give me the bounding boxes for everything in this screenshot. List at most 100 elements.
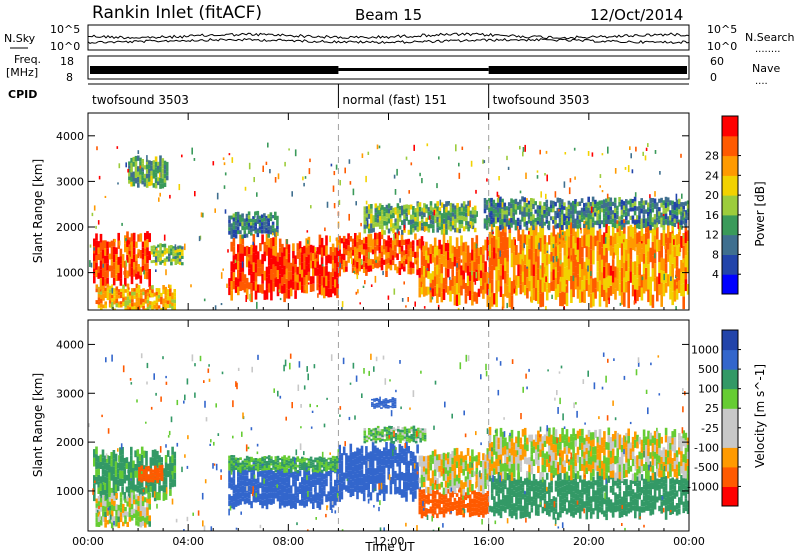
heatmap-cell [401,240,404,246]
heatmap-cell [133,233,136,240]
heatmap-cell [165,307,168,311]
heatmap-cell [126,247,129,255]
heatmap-speckle [642,152,644,156]
heatmap-cell [654,502,657,510]
heatmap-cell [334,470,337,473]
heatmap-speckle [471,161,473,167]
heatmap-speckle [551,295,553,299]
heatmap-cell [504,472,507,481]
heatmap-cell [239,230,242,234]
heatmap-cell [550,486,553,493]
heatmap-cell [563,206,566,210]
heatmap-cell [410,242,413,249]
heatmap-speckle [560,260,562,264]
heatmap-speckle [382,271,384,275]
heatmap-cell [383,474,386,483]
heatmap-cell [432,224,435,228]
heatmap-speckle [214,208,216,213]
heatmap-cell [508,225,511,230]
heatmap-cell [638,264,641,275]
heatmap-speckle [353,259,355,265]
heatmap-speckle [623,239,625,242]
heatmap-cell [365,446,368,453]
heatmap-speckle [476,272,478,278]
heatmap-speckle [121,223,123,226]
heatmap-speckle [389,247,391,250]
heatmap-cell [169,489,172,496]
heatmap-speckle [458,308,460,315]
velocity-heatmap [88,320,690,536]
heatmap-cell [428,228,431,232]
heatmap-speckle [394,289,396,295]
heatmap-cell [592,222,595,227]
heatmap-cell [173,303,176,307]
heatmap-speckle [302,177,304,181]
heatmap-cell [142,248,145,254]
heatmap-speckle [422,248,424,252]
heatmap-cell [546,200,549,204]
heatmap-cell [164,244,167,248]
heatmap-cell [364,229,367,234]
heatmap-cell [297,470,300,473]
heatmap-speckle [331,164,333,167]
heatmap-speckle [417,203,419,209]
heatmap-cell [237,465,240,467]
heatmap-cell [140,289,143,292]
date-label: 12/Oct/2014 [590,6,683,24]
heatmap-cell [276,226,279,229]
heatmap-speckle [191,148,193,155]
heatmap-cell [563,221,566,225]
heatmap-cell [310,457,313,459]
heatmap-speckle [682,260,684,263]
heatmap-cell [474,206,477,210]
heatmap-cell [370,492,373,500]
heatmap-cell [118,522,121,528]
heatmap-cell [130,447,133,456]
heatmap-speckle [194,158,196,161]
heatmap-cell [517,472,520,480]
heatmap-speckle [165,269,167,275]
heatmap-speckle [256,302,258,309]
heatmap-cell [520,438,523,444]
heatmap-cell [181,249,184,252]
heatmap-speckle [150,292,152,297]
heatmap-speckle [344,168,346,174]
heatmap-speckle [91,263,93,268]
heatmap-speckle [565,236,567,241]
heatmap-cell [401,246,404,252]
heatmap-cell [537,459,540,466]
heatmap-speckle [245,187,247,191]
heatmap-speckle [423,241,425,245]
heatmap-speckle [447,240,449,243]
heatmap-cell [515,513,518,520]
heatmap-cell [267,234,270,238]
heatmap-cell [511,295,514,309]
heatmap-cell [408,220,411,225]
heatmap-speckle [521,259,523,266]
heatmap-speckle [427,268,429,270]
heatmap-cell [124,507,127,511]
heatmap-cell [135,178,138,184]
heatmap-cell [288,244,291,253]
heatmap-speckle [564,181,566,187]
heatmap-cell [383,244,386,249]
heatmap-cell [392,250,395,255]
heatmap-speckle [563,238,565,241]
heatmap-speckle [356,292,358,295]
heatmap-cell [365,453,368,460]
heatmap-cell [246,234,249,238]
heatmap-cell [149,305,152,309]
heatmap-cell [135,242,138,248]
heatmap-cell [643,214,646,219]
heatmap-cell [120,497,123,502]
heatmap-speckle [462,147,464,150]
heatmap-cell [107,288,110,292]
heatmap-speckle [635,147,637,152]
heatmap-cell [634,201,637,206]
heatmap-cell [658,490,661,495]
heatmap-speckle [159,172,161,178]
heatmap-cell [267,222,270,226]
heatmap-cell [131,303,134,307]
heatmap-speckle [365,176,367,182]
